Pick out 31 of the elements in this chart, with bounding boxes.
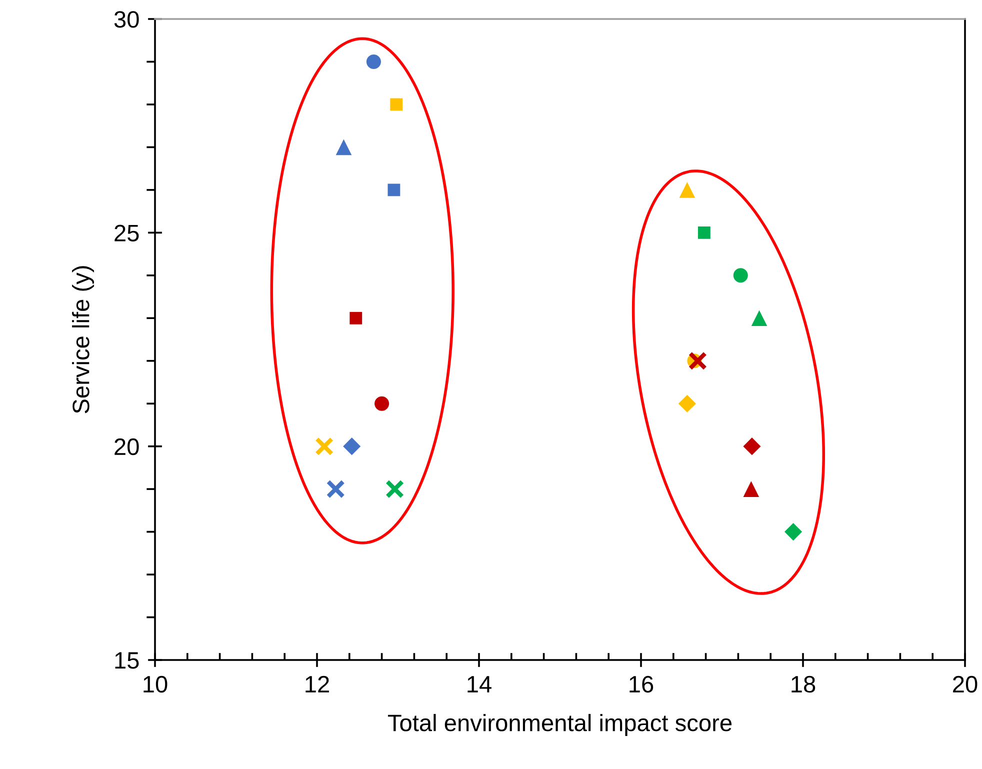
x-tick-label: 20 [953,676,978,693]
point [343,438,361,456]
x-tick-label: 12 [306,676,329,692]
point [698,226,710,239]
point [743,438,761,456]
x-tick-label: 18 [792,676,816,693]
point [385,480,404,498]
x-tick-label: 14 [468,676,492,692]
point [314,436,334,456]
point [374,396,390,411]
point [336,139,352,156]
y-tick-label: 15 [115,652,139,669]
point [743,481,760,497]
point [326,480,345,498]
x-axis-title: Total environmental impact score [388,714,732,736]
x-tick-label: 10 [144,676,168,693]
point [784,523,802,541]
point [679,182,696,198]
point [390,98,403,111]
point [688,352,708,370]
point [733,268,748,283]
x-tick-label: 16 [630,676,654,693]
point [751,310,768,326]
y-tick-label: 25 [114,224,139,242]
point [388,184,400,196]
y-tick-label: 30 [114,11,139,28]
point [366,54,381,70]
point [678,394,696,412]
y-tick-label: 20 [114,438,139,456]
point [350,312,362,324]
y-axis-title: Service life (y) [72,266,94,414]
